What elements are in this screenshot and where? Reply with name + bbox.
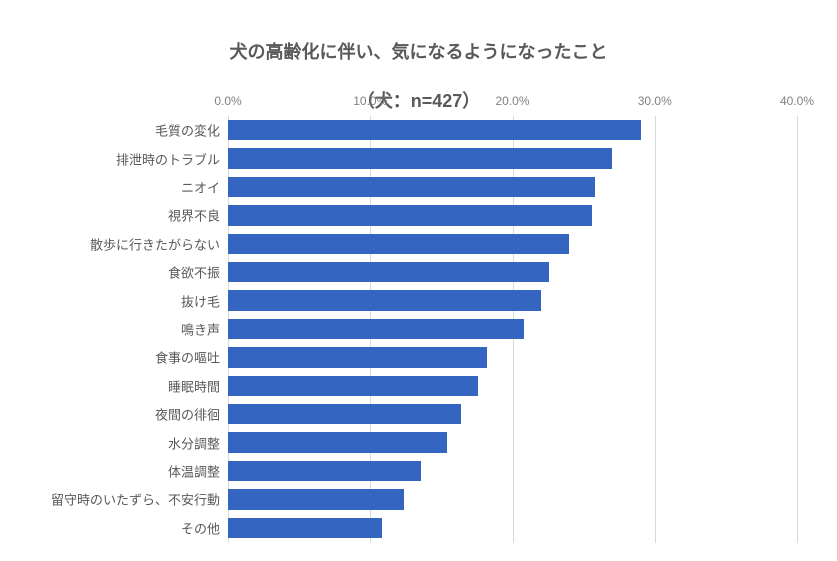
bar <box>228 489 404 509</box>
bar-row: 毛質の変化 <box>228 116 797 144</box>
bars-group: 毛質の変化排泄時のトラブルニオイ視界不良散歩に行きたがらない食欲不振抜け毛鳴き声… <box>228 116 797 543</box>
bar <box>228 205 592 225</box>
category-label: 抜け毛 <box>181 291 228 310</box>
category-label: 毛質の変化 <box>155 121 228 140</box>
bar-row: 排泄時のトラブル <box>228 144 797 172</box>
bar-row: 抜け毛 <box>228 286 797 314</box>
category-label: 鳴き声 <box>181 319 228 338</box>
x-tick-label: 40.0% <box>780 94 814 108</box>
category-label: 体温調整 <box>168 461 228 480</box>
bar-row: その他 <box>228 514 797 542</box>
x-tick-label: 10.0% <box>353 94 387 108</box>
bar-row: 水分調整 <box>228 428 797 456</box>
bar <box>228 404 461 424</box>
bar-row: ニオイ <box>228 173 797 201</box>
x-gridline <box>797 116 798 543</box>
category-label: 夜間の徘徊 <box>155 405 228 424</box>
plot-area: 0.0%10.0%20.0%30.0%40.0% 毛質の変化排泄時のトラブルニオ… <box>228 96 797 543</box>
bar-row: 体温調整 <box>228 457 797 485</box>
bar-row: 視界不良 <box>228 201 797 229</box>
bar <box>228 432 447 452</box>
bar <box>228 290 541 310</box>
bar-row: 留守時のいたずら、不安行動 <box>228 485 797 513</box>
bar <box>228 376 478 396</box>
bar <box>228 120 641 140</box>
bar <box>228 148 612 168</box>
chart-container: 犬の高齢化に伴い、気になるようになったこと （犬：n=427） 0.0%10.0… <box>0 0 837 561</box>
bar <box>228 319 524 339</box>
category-label: 水分調整 <box>168 433 228 452</box>
bar <box>228 234 569 254</box>
category-label: ニオイ <box>181 177 228 196</box>
bar <box>228 518 382 538</box>
category-label: その他 <box>181 518 228 537</box>
bar <box>228 262 549 282</box>
x-tick-label: 20.0% <box>495 94 529 108</box>
bar <box>228 347 487 367</box>
bar <box>228 177 595 197</box>
bar-row: 夜間の徘徊 <box>228 400 797 428</box>
bar-row: 睡眠時間 <box>228 372 797 400</box>
category-label: 食事の嘔吐 <box>155 348 228 367</box>
category-label: 睡眠時間 <box>168 376 228 395</box>
bar-row: 散歩に行きたがらない <box>228 230 797 258</box>
x-tick-label: 30.0% <box>638 94 672 108</box>
bar-row: 鳴き声 <box>228 315 797 343</box>
bar-row: 食事の嘔吐 <box>228 343 797 371</box>
category-label: 留守時のいたずら、不安行動 <box>51 490 228 509</box>
category-label: 散歩に行きたがらない <box>90 234 228 253</box>
chart-title-line1: 犬の高齢化に伴い、気になるようになったこと <box>230 42 608 62</box>
category-label: 排泄時のトラブル <box>116 149 228 168</box>
bar <box>228 461 421 481</box>
category-label: 視界不良 <box>168 206 228 225</box>
x-tick-label: 0.0% <box>214 94 241 108</box>
category-label: 食欲不振 <box>168 263 228 282</box>
bar-row: 食欲不振 <box>228 258 797 286</box>
